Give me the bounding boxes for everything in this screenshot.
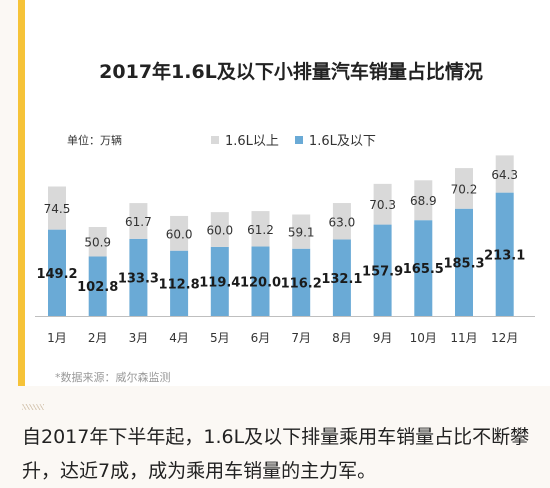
value-label-above-8: 63.0 (329, 215, 356, 229)
unit-label: 单位：万辆 (67, 134, 122, 147)
bar-below-12 (495, 192, 514, 316)
chart-plot: 149.2 74.5 1月 102.8 50.9 2月 133.3 61.7 3月 112.8 60… (35, 155, 535, 345)
x-tick-label-6: 6月 (251, 331, 271, 345)
value-label-above-6: 61.2 (247, 223, 274, 237)
x-tick-label-12: 12月 (491, 331, 518, 345)
bar-below-7 (292, 248, 311, 316)
value-label-above-1: 74.5 (44, 202, 71, 216)
bar-above-12 (495, 155, 514, 193)
legend-label-above: 1.6L以上 (225, 134, 279, 149)
x-tick-label-2: 2月 (88, 331, 108, 345)
value-label-above-11: 70.2 (451, 182, 478, 196)
value-label-above-2: 50.9 (84, 236, 111, 250)
value-label-below-2: 102.8 (77, 280, 118, 295)
bar-above-6 (251, 211, 270, 247)
bar-below-9 (373, 224, 392, 316)
bar-above-10 (414, 180, 433, 221)
value-label-below-4: 112.8 (159, 277, 200, 292)
value-label-below-12: 213.1 (484, 248, 525, 263)
bar-below-2 (88, 256, 107, 316)
x-tick-label-11: 11月 (450, 331, 477, 345)
bar-above-11 (455, 168, 473, 209)
value-label-above-4: 60.0 (166, 227, 193, 241)
value-label-below-1: 149.2 (36, 267, 77, 282)
x-tick-label-8: 8月 (332, 331, 352, 345)
divider (0, 388, 550, 402)
value-label-below-9: 157.9 (362, 264, 403, 279)
bar-above-7 (292, 214, 311, 249)
data-source: *数据来源：威尔森监测 (55, 371, 171, 384)
x-tick-label-4: 4月 (169, 331, 189, 345)
value-label-below-8: 132.1 (321, 272, 362, 287)
bar-above-2 (88, 227, 107, 257)
value-label-above-9: 70.3 (369, 198, 396, 212)
chart-card: 2017年1.6L及以下小排量汽车销量占比情况 单位：万辆 1.6L以上 1.6… (18, 0, 550, 386)
legend-swatch-below (294, 135, 303, 144)
value-label-below-5: 119.4 (199, 275, 240, 290)
bar-below-8 (332, 239, 351, 316)
x-tick-label-1: 1月 (47, 331, 67, 345)
legend-item-above: 1.6L以上 (211, 130, 279, 149)
value-label-below-3: 133.3 (118, 271, 159, 286)
bar-above-9 (373, 183, 392, 225)
bar-below-3 (129, 238, 148, 316)
value-label-below-11: 185.3 (443, 256, 484, 271)
value-label-above-3: 61.7 (125, 215, 152, 229)
bar-above-8 (332, 203, 351, 240)
bar-above-1 (48, 186, 66, 230)
bar-above-5 (210, 212, 229, 247)
bar-below-10 (414, 220, 433, 316)
chart-legend: 1.6L以上 1.6L及以下 (211, 130, 376, 149)
caption-text: 自2017年下半年起，1.6L及以下排量乘用车销量占比不断攀升，达近7成，成为乘… (22, 426, 530, 482)
x-tick-label-10: 10月 (410, 331, 437, 345)
decorative-hatch (22, 404, 44, 410)
bar-above-4 (170, 215, 189, 251)
value-label-below-7: 116.2 (281, 276, 322, 291)
bar-below-5 (210, 246, 229, 316)
value-label-above-10: 68.9 (410, 194, 437, 208)
x-tick-label-5: 5月 (210, 331, 230, 345)
legend-swatch-above (211, 135, 219, 144)
x-tick-label-3: 3月 (129, 331, 149, 345)
x-tick-label-7: 7月 (291, 331, 311, 345)
value-label-above-5: 60.0 (206, 223, 233, 237)
chart-title: 2017年1.6L及以下小排量汽车销量占比情况 (99, 61, 483, 83)
value-label-below-6: 120.0 (240, 275, 281, 290)
bar-below-4 (170, 250, 189, 316)
x-tick-label-9: 9月 (373, 331, 393, 345)
bar-below-6 (251, 246, 270, 316)
value-label-above-12: 64.3 (491, 168, 518, 182)
legend-label-below: 1.6L及以下 (308, 134, 376, 149)
bar-above-3 (129, 203, 148, 239)
value-label-below-10: 165.5 (403, 262, 444, 277)
legend-item-below: 1.6L及以下 (294, 130, 376, 149)
bar-below-11 (455, 208, 473, 316)
bar-below-1 (48, 229, 66, 316)
value-label-above-7: 59.1 (288, 226, 315, 240)
